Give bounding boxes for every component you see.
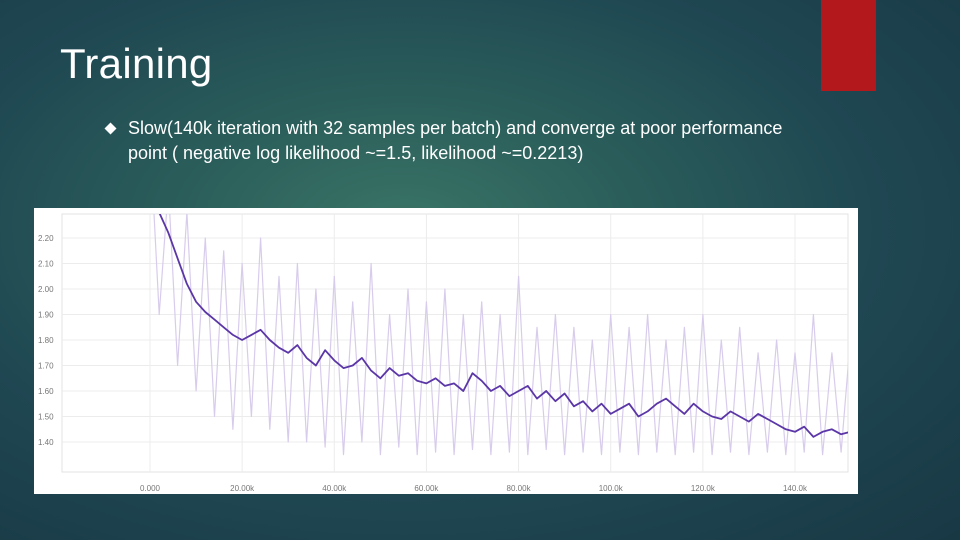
x-tick-label: 120.0k xyxy=(691,484,716,493)
diamond-bullet-icon xyxy=(104,122,117,135)
y-tick-label: 1.40 xyxy=(38,438,54,447)
x-tick-label: 0.000 xyxy=(140,484,161,493)
x-tick-label: 100.0k xyxy=(599,484,624,493)
y-tick-label: 1.60 xyxy=(38,387,54,396)
y-tick-label: 2.20 xyxy=(38,234,54,243)
y-tick-label: 1.70 xyxy=(38,362,54,371)
y-tick-label: 1.80 xyxy=(38,336,54,345)
y-tick-label: 1.50 xyxy=(38,413,54,422)
y-axis-layer: 1.40 1.50 1.60 1.70 1.80 1.90 2.00 2.10 2.20 xyxy=(38,234,54,447)
x-tick-label: 80.00k xyxy=(507,484,532,493)
x-axis-layer: 0.000 20.00k 40.00k 60.00k 80.00k 100.0k 120.0… xyxy=(140,484,808,493)
grid-layer xyxy=(61,213,849,473)
bullet-text: Slow(140k iteration with 32 samples per … xyxy=(128,118,783,163)
plot-frame xyxy=(61,213,849,473)
smoothed-series-layer xyxy=(158,214,848,438)
y-tick-label: 1.90 xyxy=(38,311,54,320)
y-tick-label: 2.10 xyxy=(38,260,54,269)
x-tick-label: 40.00k xyxy=(322,484,347,493)
chart-svg: 0.000 20.00k 40.00k 60.00k 80.00k 100.0k 120.0… xyxy=(38,213,849,493)
raw-series-layer xyxy=(153,214,848,456)
raw-loss-line xyxy=(153,214,848,456)
x-tick-label: 20.00k xyxy=(230,484,255,493)
x-tick-label: 60.00k xyxy=(414,484,439,493)
slide-title: Training xyxy=(60,40,213,87)
smoothed-loss-line xyxy=(158,214,848,438)
x-tick-label: 140.0k xyxy=(783,484,808,493)
y-tick-label: 2.00 xyxy=(38,285,54,294)
loss-chart: 0.000 20.00k 40.00k 60.00k 80.00k 100.0k 120.0… xyxy=(34,208,858,494)
accent-bar xyxy=(821,0,876,91)
